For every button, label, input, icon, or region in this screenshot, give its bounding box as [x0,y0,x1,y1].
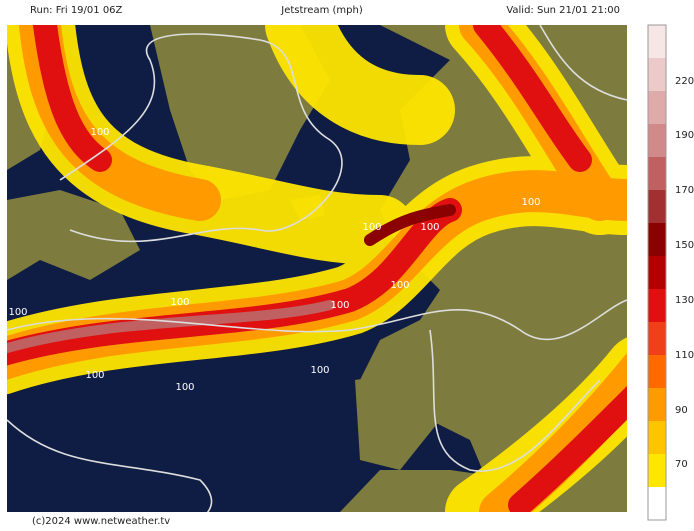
scale-label: 90 [675,405,688,416]
contour-label: 100 [362,222,381,233]
scale-band [648,421,666,455]
contour-label: 100 [8,307,27,318]
scale-band [648,157,666,191]
contour-label: 100 [330,300,349,311]
scale-label: 110 [675,350,694,361]
map: 100 100 100 100 100 100 100 100 100 100 100 [7,25,627,512]
scale-label: 150 [675,240,694,251]
run-label: Run: Fri 19/01 06Z [30,5,123,16]
contour-label: 100 [310,365,329,376]
scale-band [648,256,666,290]
isolines [7,25,627,512]
scale-band [648,355,666,389]
scale-label: 220 [675,76,694,87]
contour-label: 100 [390,280,409,291]
contour-label: 100 [521,197,540,208]
scale-band [648,289,666,323]
scale-band [648,190,666,224]
scale-band [648,124,666,158]
scale-band [648,322,666,356]
jet-streams [7,25,627,512]
valid-label: Valid: Sun 21/01 21:00 [506,5,620,16]
contour-label: 100 [175,382,194,393]
scale-label: 190 [675,130,694,141]
scale-label: 170 [675,185,694,196]
scale-band [648,388,666,422]
scale-band [648,454,666,488]
scale-band [648,223,666,257]
scale-band [648,487,666,521]
scale-band [648,58,666,92]
scale-border [647,24,667,521]
contour-label: 100 [170,297,189,308]
contour-label: 100 [90,127,109,138]
credit: (c)2024 www.netweather.tv [32,516,170,527]
contour-labels: 100 100 100 100 100 100 100 100 100 100 100 [8,127,540,393]
contour-label: 100 [85,370,104,381]
scale-label: 130 [675,295,694,306]
color-scale: 220 190 170 150 130 110 90 70 [647,24,694,521]
scale-band [648,25,666,59]
contour-label: 100 [420,222,439,233]
scale-band [648,91,666,125]
scale-label: 70 [675,459,688,470]
map-title: Jetstream (mph) [280,5,363,16]
